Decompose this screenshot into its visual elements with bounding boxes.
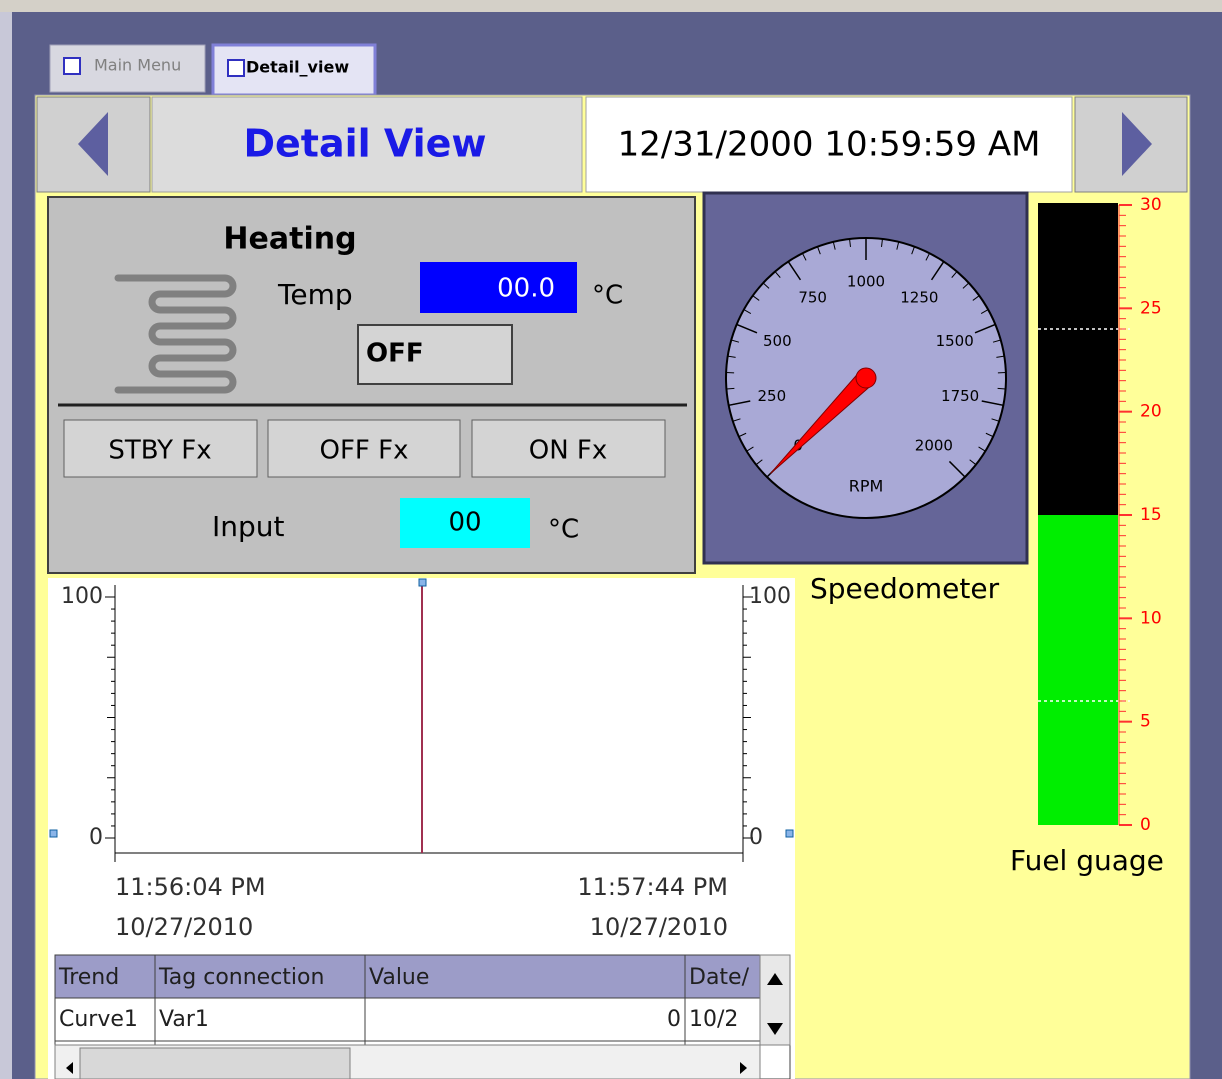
handle (786, 830, 793, 837)
minor-tick (726, 388, 734, 389)
x-tick-date: 10/27/2010 (115, 913, 253, 941)
column-header: Value (369, 965, 429, 990)
fuel-tick-label: 25 (1140, 298, 1162, 318)
gauge-tick-label: 1000 (847, 273, 885, 291)
handle (419, 579, 426, 586)
temp-unit: °C (592, 281, 623, 311)
y-tick-label: 0 (89, 825, 103, 850)
trend-table: Trend Tag connection Value Date/Curve1 Var1 0… (55, 955, 790, 1079)
gauge-tick-label: 1250 (900, 289, 938, 307)
datetime: 12/31/2000 10:59:59 AM (618, 125, 1041, 165)
fuel-tick-label: 15 (1140, 505, 1162, 525)
input-unit: °C (548, 515, 579, 545)
button-label[interactable]: STBY Fx (108, 436, 211, 466)
table-cell: Var1 (159, 1007, 209, 1032)
x-tick-date: 10/27/2010 (590, 913, 728, 941)
fuel-tick-label: 20 (1140, 402, 1162, 422)
gauge-tick-label: 250 (758, 387, 787, 405)
column-header: Trend (58, 965, 119, 990)
table-cell: 10/2 (689, 1007, 738, 1032)
page-title: Detail View (243, 122, 486, 166)
fuel-tick-label: 0 (1140, 815, 1151, 835)
gauge-tick-label: 1750 (941, 387, 979, 405)
y2-tick-label: 0 (749, 825, 763, 850)
gauge-tick-label: 750 (798, 289, 827, 307)
h-scroll-thumb (80, 1048, 350, 1079)
fuel-tick-label: 10 (1140, 608, 1162, 628)
column-header: Tag connection (158, 965, 324, 990)
fuel-tick-label: 30 (1140, 195, 1162, 215)
table-cell: Curve1 (59, 1007, 138, 1032)
button-label[interactable]: OFF Fx (320, 436, 409, 466)
input-value[interactable]: 00 (448, 508, 481, 538)
x-tick-time: 11:56:04 PM (115, 873, 266, 901)
gauge-tick-label: 2000 (915, 436, 953, 454)
input-label: Input (212, 510, 285, 543)
table-cell: 0 (667, 1007, 681, 1032)
column-header: Date/ (689, 965, 750, 990)
gauge-tick-label: 1500 (936, 332, 974, 350)
gauge-unit: RPM (849, 477, 884, 496)
minor-tick (998, 388, 1006, 389)
button-label[interactable]: ON Fx (529, 436, 608, 466)
fuel-tick-label: 5 (1140, 712, 1151, 732)
fuel-label: Fuel guage (1010, 844, 1164, 877)
tab-icon (228, 60, 244, 76)
x-tick-time: 11:57:44 PM (577, 873, 728, 901)
needle-hub (856, 368, 876, 388)
tab-label[interactable]: Detail_view (246, 58, 349, 77)
y2-tick-label: 100 (749, 584, 791, 609)
heating-title: Heating (223, 222, 356, 257)
tab-label[interactable]: Main Menu (94, 56, 181, 75)
handle (50, 830, 57, 837)
tab-icon (64, 58, 80, 74)
toolbar (0, 0, 1222, 12)
y-tick-label: 100 (61, 584, 103, 609)
page: {"tabs": ["Main Menu", "Detail_view"], "… (0, 0, 1222, 1079)
fuel-level (1038, 515, 1118, 825)
gauge-tick-label: 500 (763, 332, 792, 350)
screen: Main Menu Detail_view Detail View 12/31/… (0, 0, 1222, 1079)
temp-value: 00.0 (497, 274, 555, 304)
buttons: STBY Fx OFF Fx ON Fx (64, 420, 665, 477)
temp-label: Temp (277, 278, 353, 311)
left-edge (0, 12, 12, 1079)
speedometer-label: Speedometer (810, 572, 1000, 605)
status: OFF (366, 339, 424, 369)
